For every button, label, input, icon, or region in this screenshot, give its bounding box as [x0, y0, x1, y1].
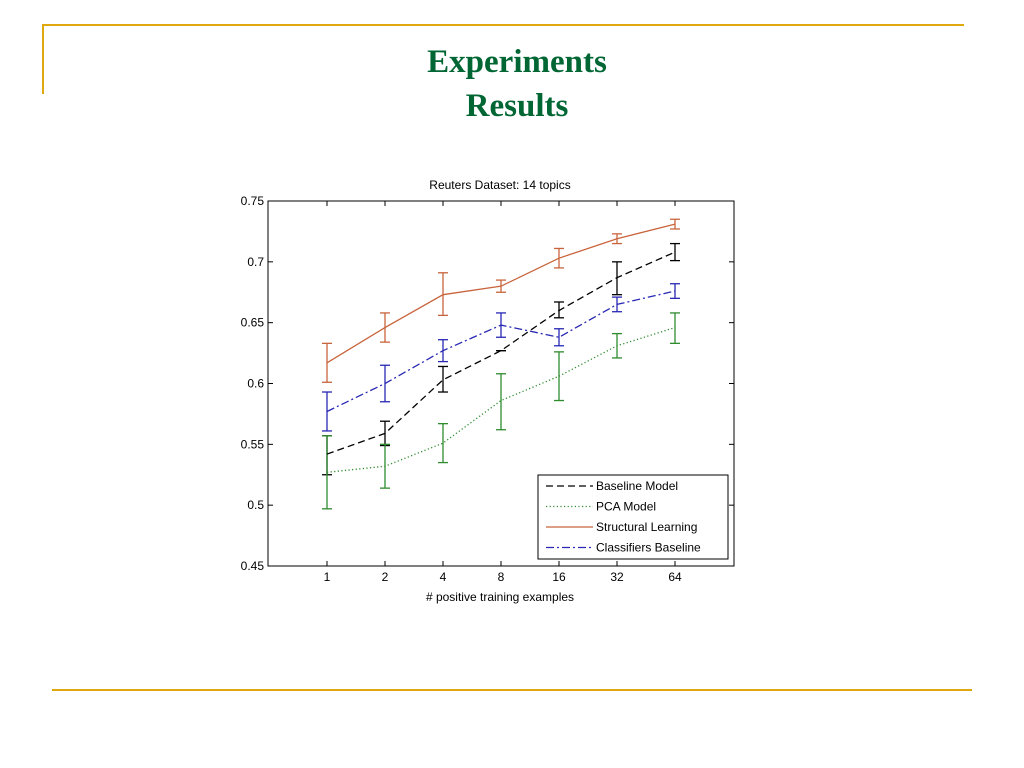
frame-left-rule	[42, 24, 44, 94]
y-tick-label: 0.55	[241, 437, 265, 451]
x-tick-label: 1	[324, 570, 331, 584]
x-tick-label: 16	[552, 570, 566, 584]
legend: Baseline Model PCA Model Structural Learni…	[537, 474, 729, 560]
legend-entry-3: Classifiers Baseline	[596, 541, 701, 555]
x-tick-label: 32	[610, 570, 624, 584]
slide-title-line2: Results	[465, 88, 569, 124]
slide-title-line1: Experiments	[427, 44, 607, 80]
frame-bottom-rule	[52, 689, 972, 691]
y-tick-label: 0.45	[241, 559, 265, 573]
y-tick-label: 0.6	[247, 377, 264, 391]
x-tick-label: 64	[668, 570, 682, 584]
legend-entry-2: Structural Learning	[596, 520, 697, 534]
slide-title: Experiments Results	[0, 40, 1024, 128]
legend-entry-0: Baseline Model	[596, 479, 678, 493]
frame-top-rule	[42, 24, 964, 26]
x-axis-label: # positive training examples	[426, 590, 574, 604]
y-tick-label: 0.5	[247, 498, 264, 512]
x-tick-label: 8	[498, 570, 505, 584]
x-tick-label: 2	[382, 570, 389, 584]
legend-box	[537, 474, 729, 560]
y-tick-label: 0.65	[241, 316, 265, 330]
legend-entry-1: PCA Model	[596, 500, 656, 514]
chart-title: Reuters Dataset: 14 topics	[429, 178, 570, 192]
y-tick-label: 0.75	[241, 194, 265, 208]
x-tick-label: 4	[440, 570, 447, 584]
y-tick-label: 0.7	[247, 255, 264, 269]
